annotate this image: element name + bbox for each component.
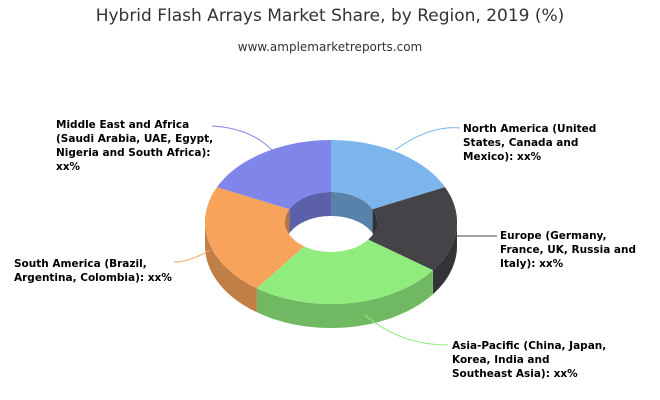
data-label: South America (Brazil, Argentina, Colomb… [14,257,174,285]
chart-subtitle: www.amplemarketreports.com [237,40,423,54]
slice [205,187,304,289]
slice-inner [289,192,331,234]
data-label: Asia-Pacific (China, Japan, Korea, India… [452,339,612,381]
category-label: Middle East and Africa (Saudi Arabia, UA… [56,119,214,159]
data-label: Europe (Germany, France, UK, Russia and … [500,229,650,271]
slice-side [256,270,433,328]
slice [331,140,445,210]
slice [368,187,457,271]
category-label: Europe (Germany, France, UK, Russia and … [500,230,637,270]
category-label: Asia-Pacific (China, Japan, Korea, India… [452,340,607,380]
slice-side [205,222,257,313]
leader-line [364,314,449,346]
data-label: North America (United States, Canada and… [463,122,603,164]
category-label: North America (United States, Canada and… [463,123,597,163]
slice-inner [331,192,373,234]
data-label: Middle East and Africa (Saudi Arabia, UA… [56,118,221,174]
leader-line [173,249,211,263]
value-label: xx% [553,368,578,380]
value-label: xx% [147,272,172,284]
category-label: South America (Brazil, Argentina, Colomb… [14,258,147,284]
leader-line [394,127,461,151]
slice [256,239,433,304]
chart-title: Hybrid Flash Arrays Market Share, by Reg… [95,6,565,26]
leader-line [211,125,273,151]
slice [217,140,331,210]
value-label: xx% [517,151,542,163]
slice-side [432,222,457,295]
value-label: xx% [539,258,564,270]
value-label: xx% [56,161,81,173]
